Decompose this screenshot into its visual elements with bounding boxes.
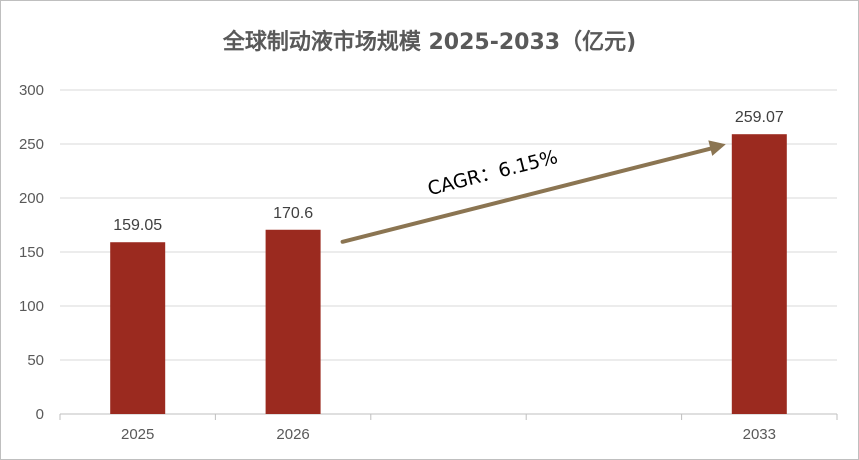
- bar: [265, 229, 321, 414]
- data-label: 159.05: [113, 217, 162, 234]
- cagr-arrow-line: [340, 145, 716, 244]
- cagr-arrow-head: [708, 140, 726, 156]
- x-tick-label: 2026: [276, 426, 309, 443]
- data-label: 170.6: [273, 205, 313, 222]
- chart-title: 全球制动液市场规模 2025-2033（亿元): [222, 30, 637, 55]
- y-tick-label: 150: [19, 244, 44, 261]
- data-label: 259.07: [735, 109, 784, 126]
- bar: [110, 242, 166, 414]
- y-tick-label: 300: [19, 82, 44, 99]
- y-tick-label: 200: [19, 190, 44, 207]
- y-tick-label: 250: [19, 136, 44, 153]
- x-tick-label: 2025: [121, 426, 154, 443]
- x-tick-label: 2033: [743, 426, 776, 443]
- y-tick-label: 0: [36, 406, 44, 423]
- bar: [731, 134, 787, 414]
- y-tick-label: 50: [27, 352, 44, 369]
- y-tick-label: 100: [19, 298, 44, 315]
